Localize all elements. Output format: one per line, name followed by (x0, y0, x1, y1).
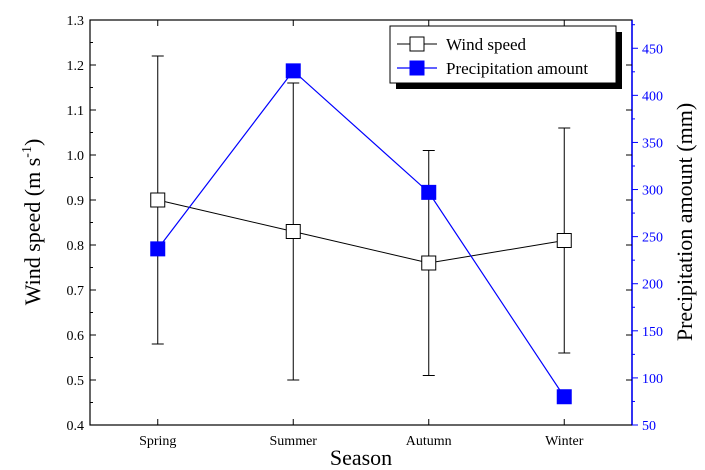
left-tick-label: 0.9 (67, 194, 85, 209)
right-tick-label: 200 (642, 278, 663, 293)
left-y-axis-title-main: Wind speed (m s (20, 158, 45, 306)
precipitation-point (285, 63, 301, 79)
wind-speed-point (556, 233, 572, 248)
legend-box (389, 25, 617, 84)
right-tick-label: 300 (642, 184, 663, 199)
left-tick-label: 1.3 (67, 14, 85, 29)
right-tick-label: 350 (642, 136, 663, 151)
right-tick-label: 400 (642, 89, 663, 104)
right-y-axis-title: Precipitation amount (mm) (672, 103, 697, 341)
legend: Wind speed Precipitation amount (389, 25, 622, 89)
legend-label-wind: Wind speed (446, 35, 527, 54)
left-tick-label: 1.1 (67, 104, 85, 119)
wind-speed-point (421, 255, 437, 271)
x-tick-label: Autumn (406, 434, 452, 449)
wind-speed-line (157, 199, 565, 264)
legend-label-precip: Precipitation amount (446, 59, 588, 78)
left-tick-label: 1.2 (67, 59, 85, 74)
wind-speed-point (285, 224, 301, 239)
right-tick-label: 100 (642, 372, 663, 387)
left-tick-label: 0.8 (67, 239, 85, 254)
right-tick-label: 450 (642, 42, 663, 57)
right-tick-label: 250 (642, 231, 663, 246)
x-tick-label: Summer (270, 434, 318, 449)
x-tick-label: Spring (139, 434, 176, 449)
x-axis-title: Season (330, 445, 392, 470)
legend-marker-wind (409, 36, 425, 52)
precipitation-point (150, 241, 166, 257)
left-tick-label: 0.6 (67, 329, 85, 344)
precipitation-point (556, 389, 572, 405)
left-y-axis-title-end: ) (20, 139, 45, 146)
left-y-axis-title: Wind speed (m s-1) (20, 139, 45, 306)
series-layer (150, 55, 572, 405)
x-tick-label: Winter (545, 434, 584, 449)
right-tick-label: 50 (642, 419, 656, 434)
right-tick-label: 150 (642, 325, 663, 340)
precipitation-line (157, 69, 565, 398)
left-y-axis-title-sup: -1 (20, 146, 35, 158)
precipitation-point (421, 184, 437, 200)
left-tick-label: 0.7 (67, 284, 85, 299)
left-tick-label: 0.5 (67, 374, 85, 389)
left-tick-label: 1.0 (67, 149, 85, 164)
left-tick-label: 0.4 (67, 419, 85, 434)
legend-marker-precip (409, 60, 425, 76)
x-axis: Spring Summer Autumn Winter (139, 20, 584, 449)
right-y-axis: 50 100 150 200 250 300 350 400 450 (632, 24, 663, 434)
wind-speed-point (150, 192, 166, 208)
left-y-axis: 0.4 0.5 0.6 0.7 0.8 0.9 1.0 1.1 1.2 1.3 (67, 14, 632, 434)
